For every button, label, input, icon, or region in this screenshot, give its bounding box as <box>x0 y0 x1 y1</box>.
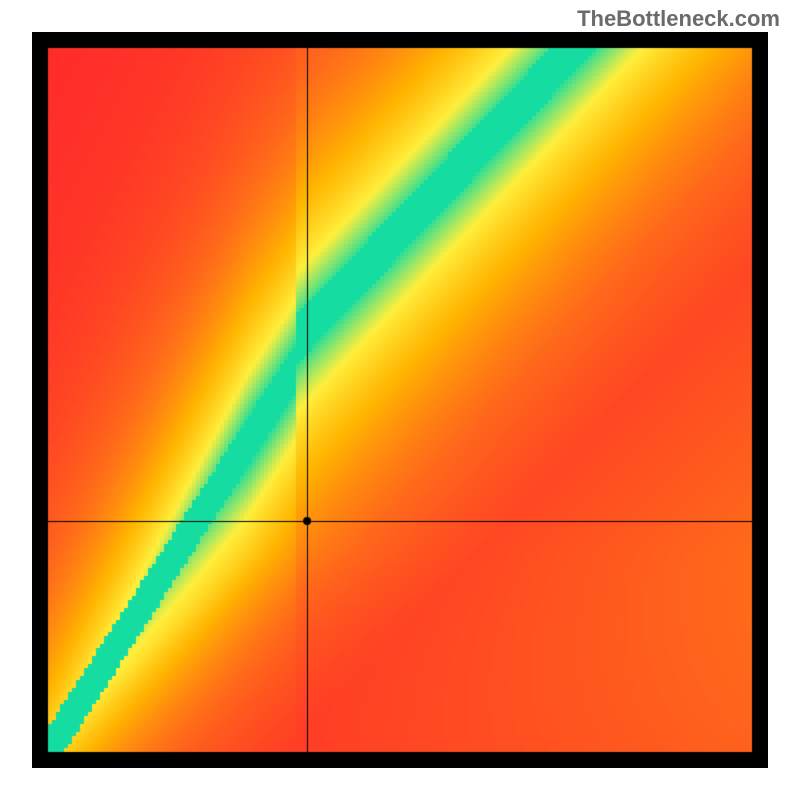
heatmap-canvas <box>32 32 768 768</box>
plot-frame <box>32 32 768 768</box>
watermark-text: TheBottleneck.com <box>577 6 780 32</box>
